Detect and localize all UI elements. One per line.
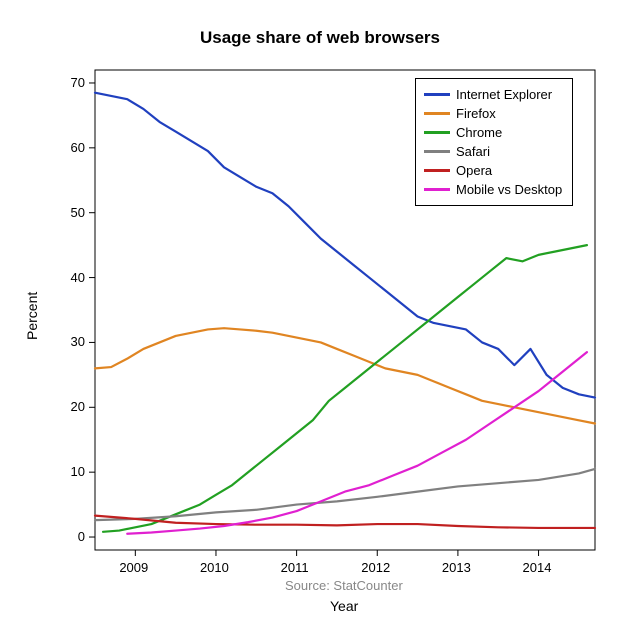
x-tick-label: 2010 [200,560,229,575]
legend-swatch [424,131,450,133]
y-axis-label: Percent [24,292,40,340]
legend-swatch [424,93,450,95]
legend-label: Firefox [456,106,496,121]
legend-swatch [424,169,450,171]
legend-label: Mobile vs Desktop [456,182,562,197]
y-tick-label: 20 [55,399,85,414]
legend-label: Opera [456,163,492,178]
series-line [103,245,587,532]
legend-item: Mobile vs Desktop [424,180,562,199]
legend-swatch [424,188,450,190]
x-tick-label: 2014 [523,560,552,575]
x-tick-label: 2011 [281,560,309,575]
x-tick-label: 2009 [119,560,148,575]
series-line [95,328,595,423]
y-tick-label: 50 [55,205,85,220]
y-tick-label: 10 [55,464,85,479]
y-tick-label: 0 [55,529,85,544]
legend-swatch [424,112,450,114]
legend-label: Internet Explorer [456,87,552,102]
legend-item: Firefox [424,104,562,123]
legend-item: Safari [424,142,562,161]
series-line [95,469,595,520]
legend-item: Internet Explorer [424,85,562,104]
y-tick-label: 70 [55,75,85,90]
chart-container: Usage share of web browsers Percent Year… [0,0,640,640]
legend-swatch [424,150,450,152]
x-tick-label: 2013 [442,560,471,575]
legend-item: Chrome [424,123,562,142]
legend: Internet Explorer Firefox Chrome Safari Oper… [415,78,573,206]
x-tick-label: 2012 [361,560,390,575]
chart-title: Usage share of web browsers [0,28,640,48]
y-tick-label: 40 [55,270,85,285]
x-axis-label: Year [330,598,358,614]
legend-item: Opera [424,161,562,180]
source-text: Source: StatCounter [285,578,403,593]
y-tick-label: 30 [55,334,85,349]
legend-label: Safari [456,144,490,159]
y-tick-label: 60 [55,140,85,155]
legend-label: Chrome [456,125,502,140]
